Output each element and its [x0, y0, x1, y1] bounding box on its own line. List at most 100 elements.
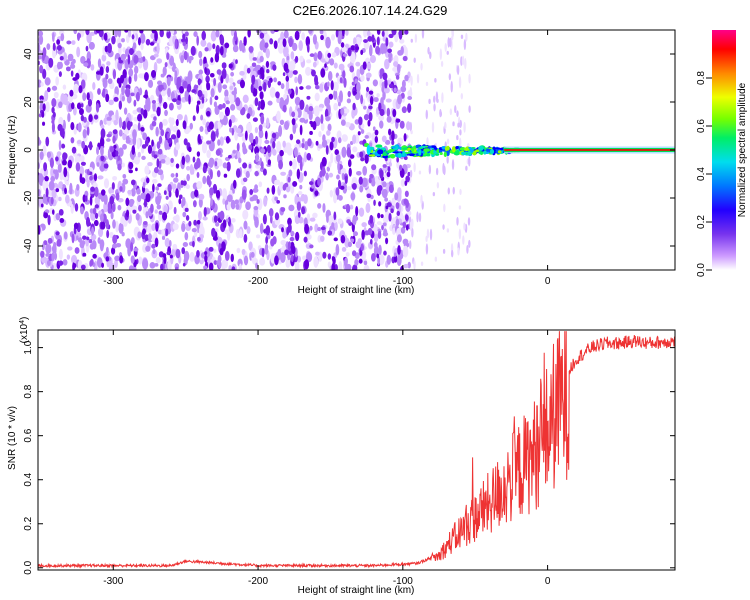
spectrogram-noise-cell [189, 164, 194, 175]
spectrogram-noise-cell [345, 203, 351, 214]
spectrogram-signal-cell [433, 150, 437, 154]
spectrogram-noise-cell [188, 55, 194, 61]
spectrogram-noise-cell [127, 189, 132, 195]
spectrogram-noise-cell [242, 177, 248, 183]
spectrogram-noise-cell [156, 158, 160, 168]
spectrogram-noise-cell [185, 154, 191, 163]
spectrogram-noise-cell [140, 42, 144, 51]
spectrogram-noise-cell [404, 190, 409, 198]
colorbar-tick-label: 0.8 [696, 71, 707, 85]
spectrogram-noise-cell [265, 225, 271, 236]
spectrogram-noise-cell [454, 105, 457, 114]
spectrogram-noise-cell [288, 204, 295, 212]
spectrogram-noise-cell [382, 90, 386, 101]
spectrogram-noise-cell [86, 179, 90, 188]
spectrogram-noise-cell [416, 73, 420, 84]
spectrogram-noise-cell [269, 87, 276, 98]
spectrogram-noise-cell [110, 211, 114, 220]
spectrogram-noise-cell [113, 96, 119, 102]
spectrogram-noise-cell [400, 85, 407, 93]
spectrogram-noise-cell [114, 255, 121, 262]
spectrogram-noise-cell [360, 123, 365, 129]
spectrogram-noise-cell [371, 179, 376, 187]
spectrogram-noise-cell [221, 259, 226, 270]
spectrogram-noise-cell [201, 30, 206, 41]
spectrogram-noise-cell [155, 257, 161, 264]
spectrogram-noise-cell [380, 214, 384, 219]
spectrogram-noise-cell [135, 213, 140, 221]
spectrogram-noise-cell [398, 30, 403, 40]
spectrogram-noise-cell [345, 121, 351, 128]
spectrogram-noise-cell [260, 38, 265, 48]
spectrogram-noise-cell [213, 248, 217, 253]
spectrogram-noise-cell [395, 202, 400, 210]
spectrogram-noise-cell [73, 106, 77, 116]
spectrogram-noise-cell [317, 227, 322, 232]
spectrogram-noise-cell [167, 183, 172, 193]
spectrogram-noise-cell [95, 102, 100, 113]
spectrogram-noise-cell [219, 111, 225, 120]
spectrogram-noise-cell [206, 140, 212, 145]
spectrogram-noise-cell [203, 56, 207, 66]
spectrogram-noise-cell [119, 255, 124, 264]
spectrogram-noise-cell [167, 137, 172, 144]
spectrogram-noise-cell [118, 129, 123, 137]
spectrogram-noise-cell [41, 111, 45, 118]
spectrogram-noise-cell [107, 43, 112, 54]
spectrogram-noise-cell [244, 130, 248, 141]
spectrogram-noise-cell [175, 119, 179, 127]
spectrogram-noise-cell [168, 190, 172, 198]
spectrogram-noise-cell [230, 103, 236, 111]
spectrogram-ytick-label: 20 [23, 96, 34, 108]
spectrogram-noise-cell [281, 227, 284, 233]
spectrogram-noise-cell [105, 246, 109, 254]
snr-ytick-label: 0.6 [23, 428, 34, 442]
spectrogram-noise-cell [342, 70, 346, 79]
spectrogram-noise-cell [287, 181, 293, 187]
spectrogram-noise-cell [156, 42, 160, 55]
spectrogram-noise-cell [157, 183, 162, 188]
spectrogram-noise-cell [235, 128, 242, 134]
spectrogram-noise-cell [464, 57, 467, 70]
spectrogram-noise-cell [392, 108, 397, 118]
spectrogram-noise-cell [322, 202, 326, 213]
spectrogram-noise-cell [62, 259, 68, 266]
spectrogram-noise-cell [137, 195, 142, 203]
spectrogram-signal-cell [402, 150, 406, 157]
spectrogram-noise-cell [196, 151, 201, 157]
spectrogram-noise-cell [276, 110, 281, 122]
spectrogram-noise-cell [221, 68, 227, 79]
spectrogram-noise-cell [188, 94, 191, 105]
spectrogram-noise-cell [294, 55, 299, 63]
spectrogram-noise-cell [401, 106, 407, 114]
spectrogram-noise-cell [373, 224, 378, 232]
spectrogram-noise-cell [234, 199, 239, 205]
spectrogram-noise-cell [395, 218, 400, 227]
spectrogram-signal-cell [368, 154, 376, 157]
spectrogram-noise-cell [294, 96, 301, 106]
spectrogram-noise-cell [109, 146, 114, 153]
spectrogram-noise-cell [265, 60, 270, 68]
spectrogram-noise-cell [230, 30, 235, 37]
spectrogram-noise-cell [331, 52, 337, 58]
spectrogram-signal-cell [426, 154, 431, 157]
spectrogram-noise-cell [393, 254, 398, 263]
spectrogram-noise-cell [130, 92, 135, 97]
spectrogram-noise-cell [165, 228, 169, 237]
spectrogram-signal-cell [483, 150, 487, 155]
spectrogram-noise-cell [246, 226, 251, 234]
spectrogram-noise-cell [442, 248, 446, 254]
spectrogram-noise-cell [241, 189, 247, 200]
spectrogram-noise-cell [117, 197, 124, 203]
spectrogram-noise-cell [368, 142, 373, 147]
spectrogram-noise-cell [219, 45, 224, 56]
spectrogram-noise-cell [278, 124, 283, 137]
spectrogram-noise-cell [58, 209, 64, 216]
spectrogram-noise-cell [90, 186, 96, 192]
spectrogram-noise-cell [158, 210, 163, 215]
spectrogram-noise-cell [255, 262, 259, 269]
spectrogram-noise-cell [151, 120, 157, 127]
spectrogram-noise-cell [444, 121, 447, 130]
spectrogram-noise-cell [51, 188, 57, 199]
